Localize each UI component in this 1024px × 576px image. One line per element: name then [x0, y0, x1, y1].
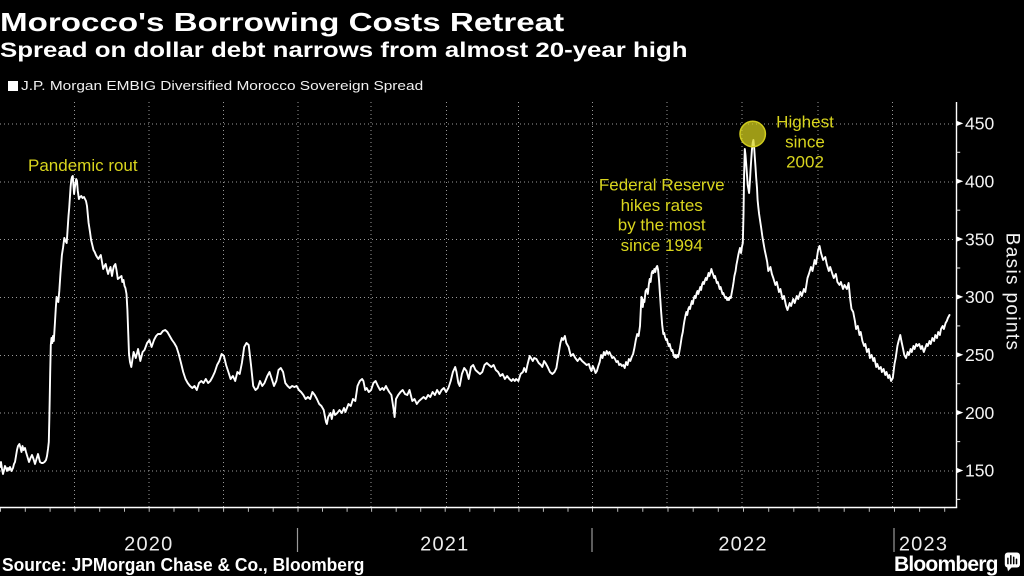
svg-text:2020: 2020: [124, 534, 173, 556]
svg-text:250: 250: [965, 345, 994, 365]
svg-text:since 1994: since 1994: [621, 236, 703, 255]
svg-text:2023: 2023: [899, 534, 948, 556]
svg-text:by the most: by the most: [618, 216, 706, 235]
svg-text:2022: 2022: [718, 534, 767, 556]
svg-text:Pandemic rout: Pandemic rout: [28, 156, 138, 175]
svg-text:350: 350: [965, 229, 994, 249]
svg-text:hikes rates: hikes rates: [621, 196, 703, 215]
svg-text:150: 150: [965, 461, 994, 481]
svg-text:450: 450: [965, 114, 994, 134]
svg-text:2002: 2002: [786, 153, 824, 172]
svg-text:Highest: Highest: [776, 113, 834, 132]
svg-text:200: 200: [965, 403, 994, 423]
svg-text:300: 300: [965, 287, 994, 307]
svg-text:Basis points: Basis points: [1002, 233, 1023, 352]
svg-text:Federal Reserve: Federal Reserve: [599, 176, 725, 195]
svg-text:400: 400: [965, 171, 994, 191]
svg-text:2021: 2021: [420, 534, 469, 556]
svg-text:since: since: [785, 133, 825, 152]
